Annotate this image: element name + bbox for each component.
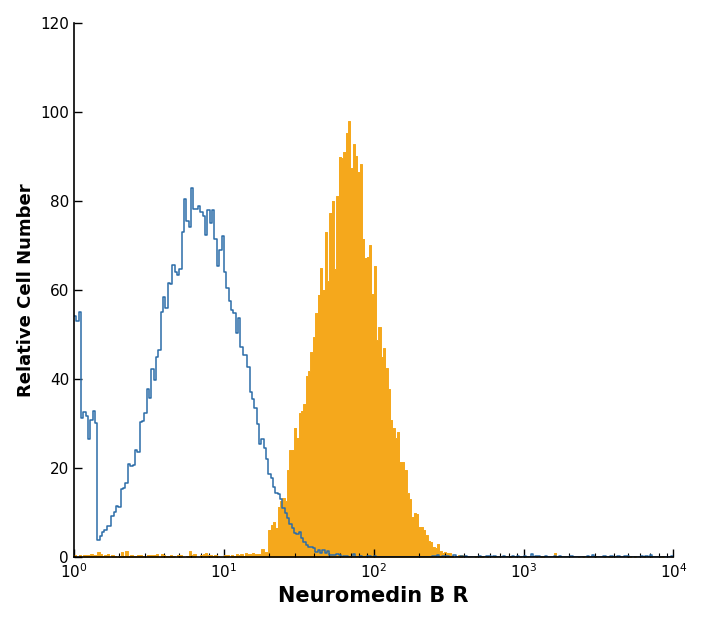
Y-axis label: Relative Cell Number: Relative Cell Number bbox=[17, 183, 34, 397]
X-axis label: Neuromedin B R: Neuromedin B R bbox=[279, 586, 469, 606]
